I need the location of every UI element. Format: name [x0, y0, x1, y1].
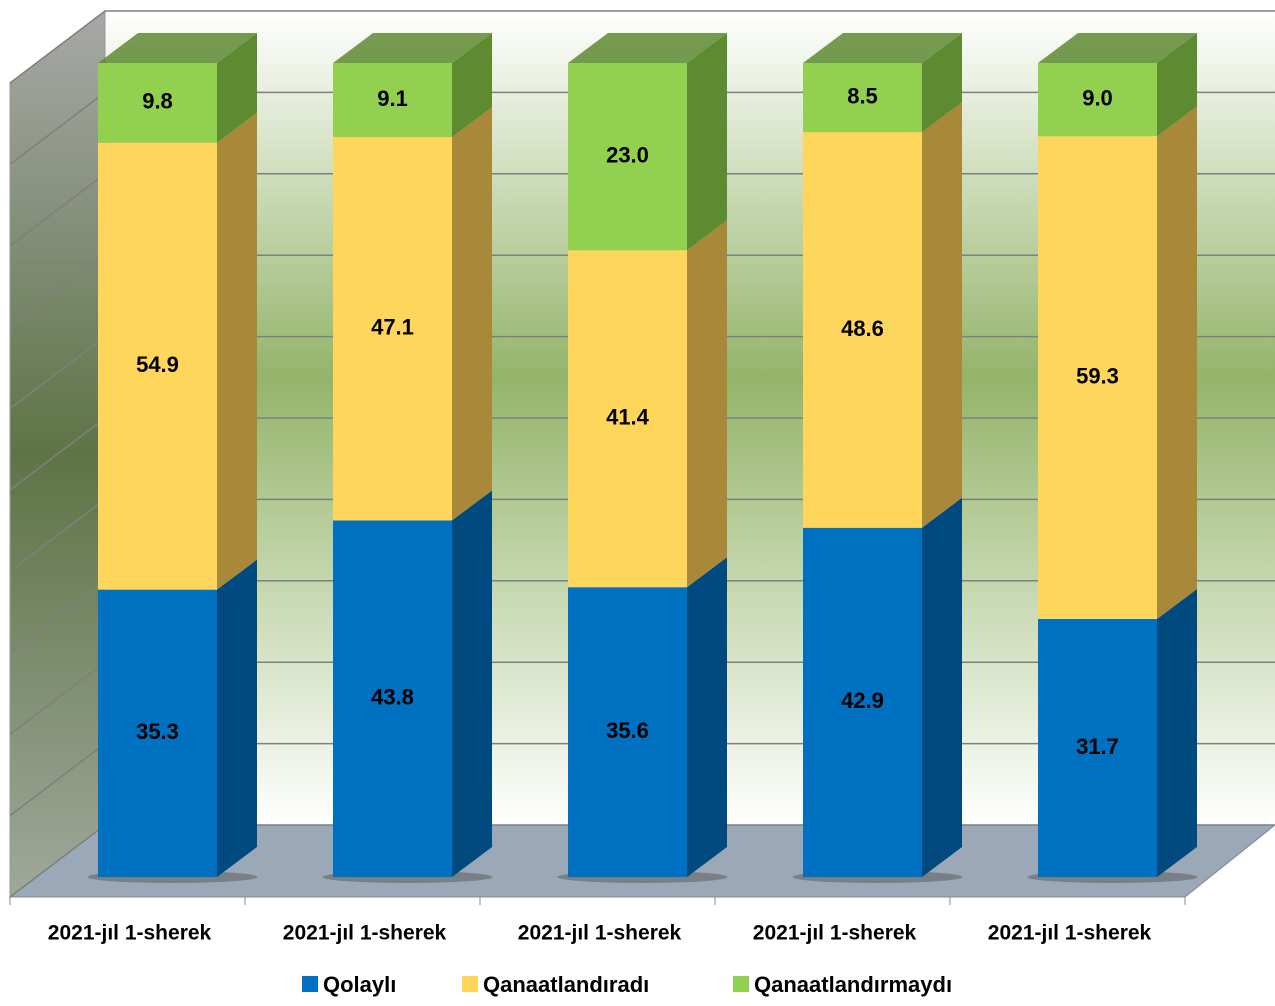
- bar-side: [922, 33, 962, 133]
- data-label: 8.5: [847, 83, 878, 108]
- legend-swatch: [302, 976, 318, 992]
- data-label: 9.1: [377, 86, 408, 111]
- bar-segment: [803, 527, 922, 877]
- bar-segment: [1038, 618, 1157, 877]
- bar-segment: [1038, 136, 1157, 619]
- data-label: 42.9: [841, 688, 884, 713]
- bar-side: [687, 33, 727, 251]
- bar-top: [803, 33, 962, 63]
- x-tick-label: 2021-jıl 1-sherek: [988, 922, 1152, 945]
- bar-top: [98, 33, 257, 63]
- bar-segment: [98, 589, 217, 877]
- legend-swatch: [462, 976, 478, 992]
- bar-segment: [333, 137, 452, 521]
- bar-side: [452, 490, 492, 877]
- data-label: 35.6: [606, 718, 649, 743]
- data-label: 41.4: [606, 405, 650, 430]
- x-tick-label: 2021-jıl 1-sherek: [48, 922, 212, 945]
- x-tick-label: 2021-jıl 1-sherek: [518, 922, 682, 945]
- bar-side: [217, 112, 257, 590]
- bar-top: [1038, 33, 1197, 63]
- bar-side: [687, 220, 727, 588]
- bar-segment: [333, 63, 452, 138]
- legend-swatch: [733, 976, 749, 992]
- bar-side: [452, 33, 492, 138]
- bar-segment: [98, 63, 217, 143]
- grid-line: [9, 10, 1275, 84]
- data-label: 47.1: [371, 315, 414, 340]
- bar-segment: [568, 587, 687, 877]
- x-tick-label: 2021-jıl 1-sherek: [283, 922, 447, 945]
- bar-side: [217, 559, 257, 877]
- bar-side: [452, 107, 492, 521]
- x-tick-label: 2021-jıl 1-sherek: [753, 922, 917, 945]
- data-label: 9.8: [142, 89, 173, 114]
- data-label: 54.9: [136, 352, 179, 377]
- bar-segment: [803, 63, 922, 133]
- legend-label: Qanaatlandıradı: [483, 972, 649, 997]
- bar-segment: [1038, 63, 1157, 137]
- bar-segment: [803, 132, 922, 528]
- legend-label: Qolaylı: [323, 972, 396, 997]
- bar-top: [333, 33, 492, 63]
- bar-side: [1157, 106, 1197, 619]
- legend-label: Qanaatlandırmaydı: [754, 972, 952, 997]
- data-label: 23.0: [606, 142, 649, 167]
- bar-side: [1157, 588, 1197, 877]
- bar-segment: [98, 142, 217, 590]
- data-label: 59.3: [1076, 363, 1119, 388]
- bar-side: [1157, 33, 1197, 137]
- bar-segment: [568, 250, 687, 588]
- bar-side: [687, 557, 727, 877]
- data-label: 43.8: [371, 685, 414, 710]
- bar-segment: [568, 63, 687, 251]
- data-label: 9.0: [1082, 85, 1113, 110]
- data-label: 48.6: [841, 316, 884, 341]
- bar-top: [568, 33, 727, 63]
- bar-side: [922, 102, 962, 528]
- data-label: 35.3: [136, 719, 179, 744]
- bar-side: [217, 33, 257, 143]
- data-label: 31.7: [1076, 734, 1119, 759]
- bar-segment: [333, 520, 452, 877]
- bar-side: [922, 497, 962, 877]
